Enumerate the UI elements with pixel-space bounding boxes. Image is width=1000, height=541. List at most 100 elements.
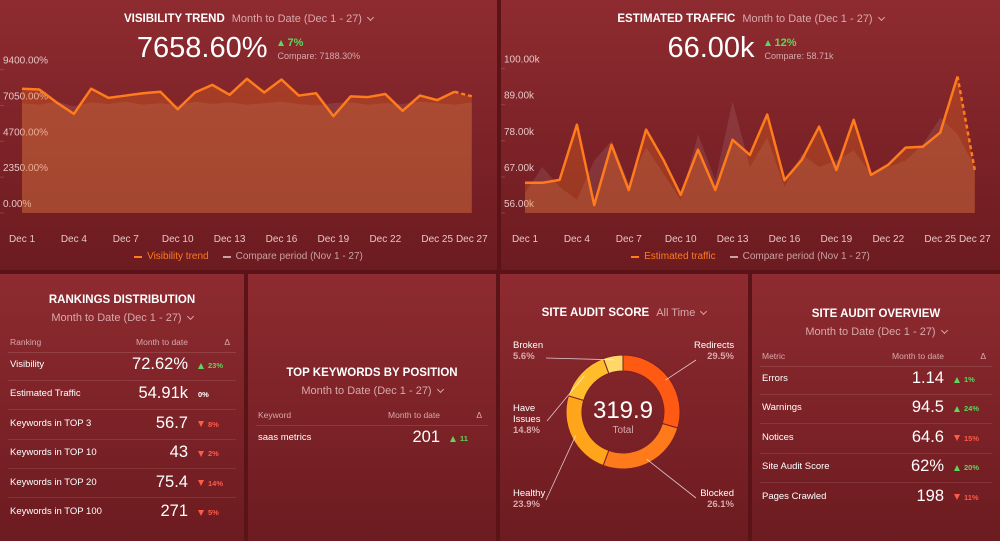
row-change-value: 11: [460, 434, 468, 443]
row-value: 62%: [910, 457, 944, 476]
segment-label: Blocked 26.1%: [694, 488, 734, 510]
row-rule: [8, 438, 236, 440]
row-rule: [760, 452, 992, 454]
kpi-value: 66.00k: [667, 32, 755, 64]
period-dropdown[interactable]: All Time: [656, 307, 708, 319]
period-label: Month to Date (Dec 1 - 27): [231, 13, 362, 25]
legend-swatch: [134, 255, 143, 258]
arrow-down: [954, 435, 960, 442]
x-tick-label: Dec 7: [113, 234, 140, 245]
row-value: 56.7: [155, 413, 188, 432]
kpi-value: 7658.60%: [136, 32, 268, 64]
column-header: Keyword: [258, 410, 292, 420]
row-change: 8%: [198, 420, 219, 429]
x-tick-label: Dec 16: [769, 234, 801, 245]
row-label: saas metrics: [258, 432, 312, 443]
segment-name: Broken: [513, 340, 544, 351]
widget-title: ESTIMATED TRAFFIC: [617, 13, 736, 25]
row-label: Keywords in TOP 3: [10, 417, 92, 429]
legend-swatch: [729, 255, 738, 258]
row-label: Visibility: [10, 359, 45, 370]
legend-label: Estimated traffic: [644, 251, 716, 262]
leader-line: [545, 435, 576, 501]
chevron: [940, 326, 948, 334]
kpi-row: 7658.60% 7% Compare: 7188.30%: [0, 32, 497, 65]
kpi-compare: 12% Compare: 58.71k: [764, 36, 834, 61]
x-tick-label: Dec 10: [665, 234, 697, 245]
segment-value: 5.6%: [513, 351, 535, 362]
column-header: Month to date: [388, 410, 440, 420]
rankings-distribution-widget: RANKINGS DISTRIBUTION Month to Date (Dec …: [0, 274, 244, 541]
chevron: [436, 385, 444, 393]
legend-item: Compare period (Nov 1 - 27): [729, 251, 870, 262]
y-tick-label: 0.00%: [3, 199, 31, 210]
legend-swatch: [631, 255, 640, 258]
period-dropdown[interactable]: Month to Date (Dec 1 - 27): [51, 312, 194, 324]
row-change: 23%: [198, 361, 223, 370]
period-label: All Time: [656, 307, 696, 319]
segment-label: Have Issues 14.8%: [513, 403, 553, 436]
row-value: 1.14: [911, 369, 944, 387]
row-rule: [8, 409, 236, 411]
legend-item: Estimated traffic: [631, 251, 716, 262]
arrow-up: [954, 464, 960, 471]
x-tick-label: Dec 19: [821, 234, 853, 245]
widget-title: RANKINGS DISTRIBUTION: [48, 294, 196, 306]
segment-name: Redirects: [694, 340, 735, 351]
row-label: Keywords in TOP 100: [10, 506, 102, 517]
legend-label: Visibility trend: [147, 251, 209, 262]
row-label: Warnings: [762, 402, 802, 414]
row-value: 94.5: [911, 398, 944, 417]
widget-title: SITE AUDIT SCORE: [541, 307, 650, 319]
compare-area: [22, 101, 472, 213]
segment-name: Have Issues: [513, 403, 541, 425]
row-change-value: 14%: [208, 478, 224, 488]
widget-title: VISIBILITY TREND: [124, 13, 225, 25]
row-rule: [760, 423, 992, 425]
row-change: 2%: [198, 449, 219, 458]
legend-item: Visibility trend: [134, 251, 209, 262]
site-audit-score-widget: SITE AUDIT SCORE All Time 319.9 Total Redire…: [500, 274, 748, 541]
row-change: 5%: [198, 508, 219, 517]
widget-header: SITE AUDIT OVERVIEW Month to Date (Dec 1 …: [752, 308, 1000, 338]
period-dropdown[interactable]: Month to Date (Dec 1 - 27): [742, 13, 885, 25]
y-tick-label: 67.00k: [504, 163, 535, 174]
kpi-compare: 7% Compare: 7188.30%: [277, 37, 360, 61]
row-change-value: 5%: [208, 508, 219, 517]
period-label: Month to Date (Dec 1 - 27): [51, 312, 182, 324]
period-label: Month to Date (Dec 1 - 27): [742, 13, 873, 25]
kpi-change-value: 12%: [774, 36, 797, 49]
x-tick-label: Dec 4: [564, 234, 591, 245]
donut-total: 319.9: [593, 397, 653, 424]
arrow-down: [198, 480, 204, 487]
arrow-down: [198, 450, 204, 457]
x-tick-label: Dec 27: [959, 234, 991, 245]
period-dropdown[interactable]: Month to Date (Dec 1 - 27): [301, 385, 444, 397]
leader-line: [546, 375, 585, 422]
top-keywords-widget: TOP KEYWORDS BY POSITION Month to Date (D…: [248, 274, 496, 541]
widget-header: RANKINGS DISTRIBUTION Month to Date (Dec …: [0, 294, 244, 324]
header-rule: [760, 366, 992, 367]
header-rule: [256, 425, 488, 426]
period-dropdown[interactable]: Month to Date (Dec 1 - 27): [231, 13, 375, 25]
row-change: 14%: [198, 479, 223, 488]
series-line-projection: [454, 90, 473, 98]
row-change: 24%: [954, 404, 979, 413]
arrow-down: [198, 421, 204, 428]
row-label: Notices: [762, 431, 794, 443]
x-tick-label: Dec 1: [9, 234, 36, 245]
y-tick-label: 2350.00%: [3, 163, 48, 174]
column-header: Δ: [224, 337, 230, 347]
row-label: Errors: [762, 373, 788, 384]
compare-area: [525, 101, 975, 213]
segment-value: 29.5%: [707, 351, 734, 362]
row-change-value: 20%: [964, 463, 980, 473]
y-tick-label: 9400.00%: [3, 56, 48, 67]
row-label: Pages Crawled: [762, 490, 827, 502]
row-rule: [8, 497, 236, 499]
column-header: Metric: [762, 351, 786, 361]
series-line: [21, 77, 456, 118]
period-label: Month to Date (Dec 1 - 27): [301, 385, 432, 397]
period-dropdown[interactable]: Month to Date (Dec 1 - 27): [805, 326, 948, 338]
segment-value: 26.1%: [707, 499, 734, 510]
